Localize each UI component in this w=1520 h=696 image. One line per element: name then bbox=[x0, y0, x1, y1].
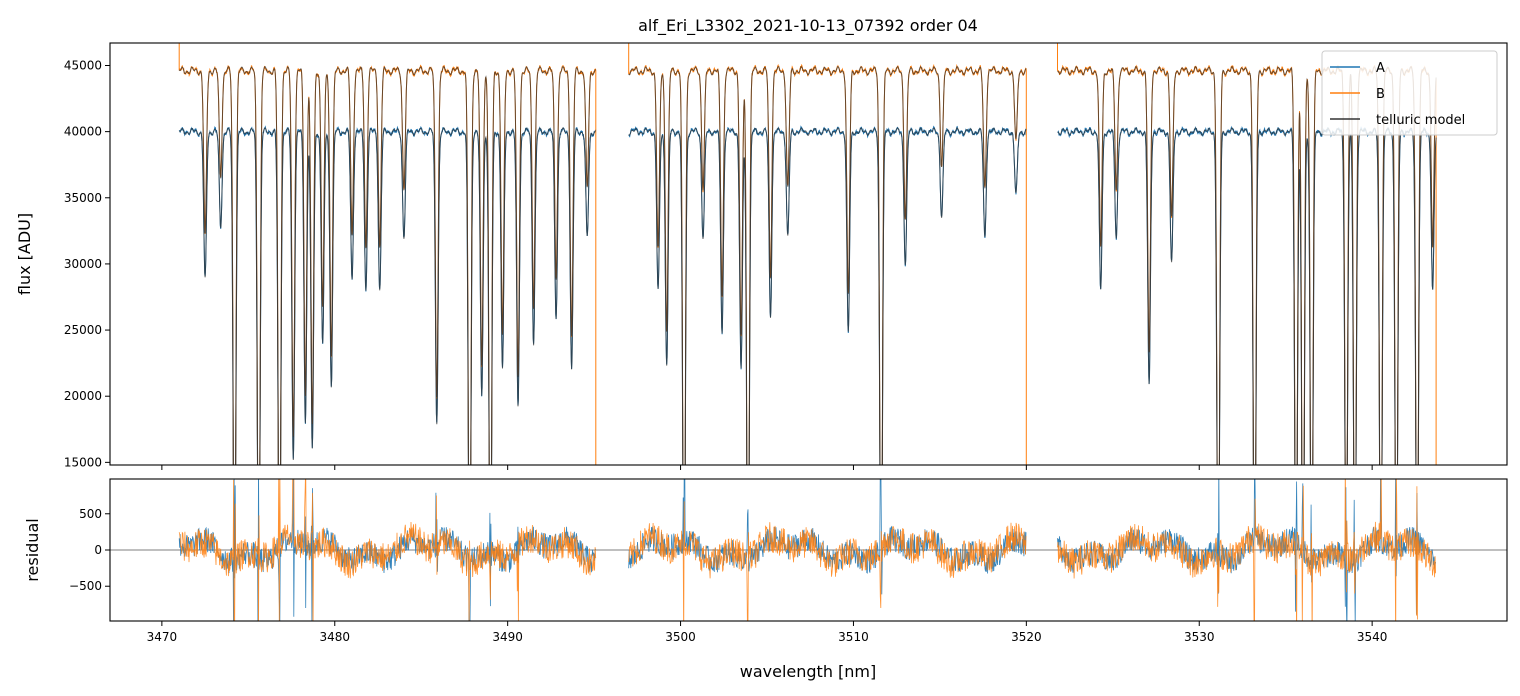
flux-panel-frame bbox=[109, 42, 1508, 466]
x-tick-label: 3510 bbox=[838, 630, 869, 644]
y-tick-label: 25000 bbox=[64, 323, 102, 337]
x-axis-label: wavelength [nm] bbox=[740, 662, 877, 681]
x-tick-label: 3520 bbox=[1011, 630, 1042, 644]
y-tick-label: 30000 bbox=[64, 257, 102, 271]
residual-y-axis: −500 0 500 bbox=[69, 507, 110, 593]
x-tick-label: 3490 bbox=[492, 630, 523, 644]
residual-y-axis-label: residual bbox=[23, 518, 42, 581]
flux-panel: 15000 20000 25000 30000 35000 40000 45000 flux… bbox=[15, 42, 1508, 470]
flux-x-ticks bbox=[161, 465, 1373, 470]
telluric-model-line bbox=[628, 66, 1027, 465]
legend-box bbox=[1321, 50, 1498, 136]
legend-label: A bbox=[1376, 61, 1385, 76]
y-tick-label: 35000 bbox=[64, 191, 102, 205]
telluric-model-line bbox=[628, 127, 1027, 465]
x-tick-label: 3480 bbox=[319, 630, 350, 644]
y-tick-label: 20000 bbox=[64, 389, 102, 403]
y-tick-label: 40000 bbox=[64, 125, 102, 139]
y-tick-label: 15000 bbox=[64, 455, 102, 469]
x-tick-label: 3530 bbox=[1184, 630, 1215, 644]
flux-y-axis-label: flux [ADU] bbox=[15, 213, 34, 295]
y-tick-label: 500 bbox=[79, 507, 102, 521]
residual-b-line bbox=[178, 479, 597, 621]
legend-label: telluric model bbox=[1376, 113, 1465, 128]
x-tick-label: 3470 bbox=[147, 630, 178, 644]
series-a-line bbox=[178, 125, 597, 465]
chart-title: alf_Eri_L3302_2021-10-13_07392 order 04 bbox=[638, 16, 978, 36]
residual-b-line bbox=[628, 501, 1027, 621]
x-tick-label: 3540 bbox=[1357, 630, 1388, 644]
telluric-model-line bbox=[178, 66, 597, 465]
y-tick-label: −500 bbox=[69, 579, 102, 593]
flux-y-axis: 15000 20000 25000 30000 35000 40000 45000 bbox=[64, 58, 110, 469]
residual-b-line bbox=[1057, 479, 1436, 621]
legend-label: B bbox=[1376, 87, 1385, 102]
y-tick-label: 0 bbox=[94, 543, 102, 557]
x-tick-label: 3500 bbox=[665, 630, 696, 644]
x-axis: 3470 3480 3490 3500 3510 3520 3530 3540 bbox=[147, 621, 1388, 644]
residual-panel: −500 0 500 3470 3480 3490 3500 3510 3520 3530 354… bbox=[23, 478, 1508, 681]
y-tick-label: 45000 bbox=[64, 58, 102, 72]
residual-plot-area bbox=[110, 479, 1507, 621]
telluric-model-line bbox=[178, 127, 596, 465]
